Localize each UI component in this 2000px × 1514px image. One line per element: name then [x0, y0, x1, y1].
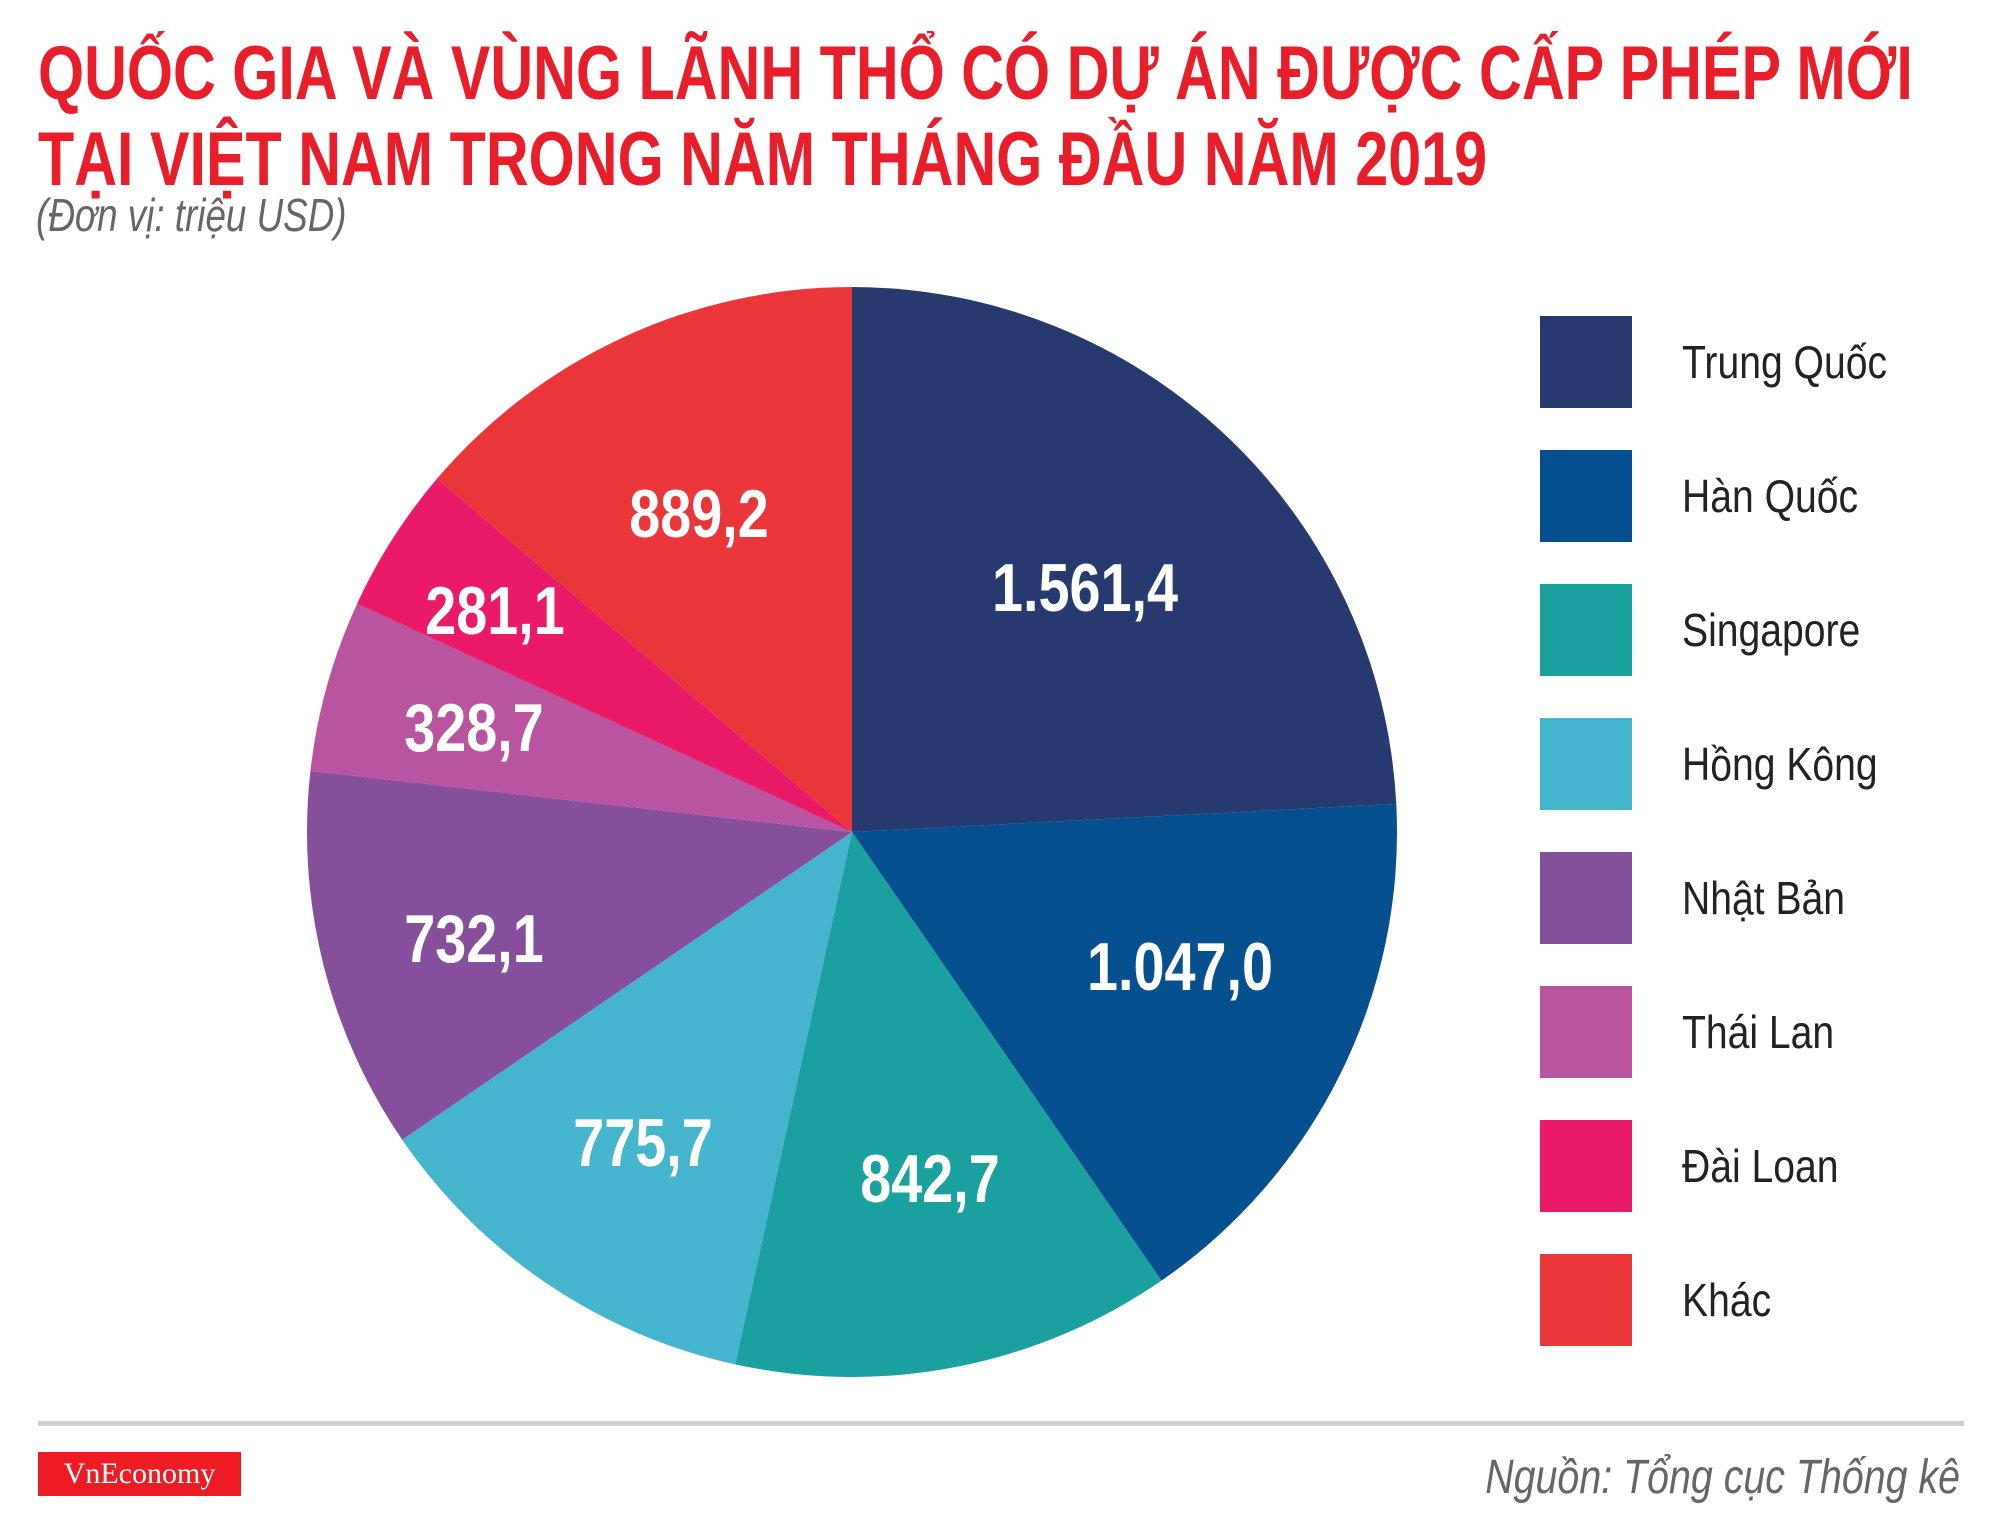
- pie-slice: [852, 803, 1397, 1281]
- legend-item: Nhật Bản: [1540, 852, 1874, 944]
- legend-label: Hàn Quốc: [1682, 470, 1859, 522]
- pie-slice: [307, 770, 852, 1140]
- legend-swatch: [1540, 450, 1632, 542]
- chart-title-line-1: QUỐC GIA VÀ VÙNG LÃNH THỔ CÓ DỰ ÁN ĐƯỢC …: [38, 31, 1913, 116]
- pie-slice: [402, 832, 852, 1365]
- legend-label: Đài Loan: [1682, 1140, 1839, 1192]
- legend-label: Nhật Bản: [1682, 872, 1846, 924]
- slice-value-label: 328,7: [404, 691, 544, 766]
- slice-value-label: 775,7: [573, 1106, 713, 1181]
- pie-slice: [437, 287, 852, 832]
- legend-label: Thái Lan: [1682, 1006, 1835, 1058]
- legend-swatch: [1540, 852, 1632, 944]
- legend-item: Hồng Kông: [1540, 718, 1912, 810]
- legend-item: Thái Lan: [1540, 986, 1861, 1078]
- footer-divider: [38, 1421, 1964, 1426]
- slice-value-label: 732,1: [404, 902, 544, 977]
- legend-item: Hàn Quốc: [1540, 450, 1889, 542]
- legend-label: Khác: [1682, 1274, 1772, 1326]
- legend-item: Đài Loan: [1540, 1120, 1866, 1212]
- legend-label: Trung Quốc: [1682, 336, 1888, 388]
- pie-slice: [735, 832, 1162, 1377]
- chart-title-line-2: TẠI VIỆT NAM TRONG NĂM THÁNG ĐẦU NĂM 201…: [38, 117, 1488, 202]
- legend-swatch: [1540, 1254, 1632, 1346]
- legend-swatch: [1540, 986, 1632, 1078]
- legend-swatch: [1540, 718, 1632, 810]
- vneconomy-logo: VnEconomy: [38, 1452, 241, 1496]
- chart-subtitle: (Đơn vị: triệu USD): [36, 189, 347, 241]
- source-note: Nguồn: Tổng cục Thống kê: [1485, 1451, 1960, 1504]
- slice-value-label: 1.561,4: [992, 551, 1178, 626]
- legend-item: Trung Quốc: [1540, 316, 1923, 408]
- slice-value-label: 281,1: [425, 574, 565, 649]
- slice-value-label: 889,2: [629, 477, 769, 552]
- legend-swatch: [1540, 316, 1632, 408]
- legend-swatch: [1540, 584, 1632, 676]
- legend-item: Khác: [1540, 1254, 1787, 1346]
- legend-swatch: [1540, 1120, 1632, 1212]
- pie-slice: [357, 478, 852, 832]
- legend-item: Singapore: [1540, 584, 1892, 676]
- legend-label: Singapore: [1682, 604, 1861, 656]
- legend-label: Hồng Kông: [1682, 738, 1878, 790]
- pie-slice: [852, 287, 1397, 832]
- slice-value-label: 842,7: [860, 1142, 1000, 1217]
- slice-value-label: 1.047,0: [1087, 930, 1273, 1005]
- pie-slice: [310, 603, 853, 832]
